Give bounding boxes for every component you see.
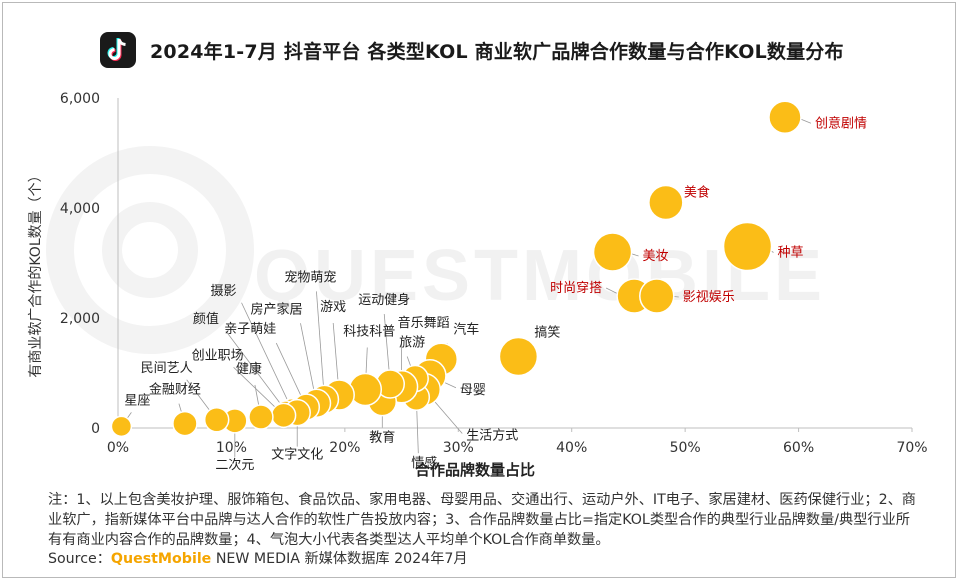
x-axis-title: 合作品牌数量占比 [414,461,535,479]
x-tick-label: 20% [329,440,360,456]
x-tick-label: 30% [443,440,474,456]
x-tick-label: 0% [107,440,129,456]
y-tick-label: 4,000 [60,201,100,217]
bubble-point [248,404,274,430]
bubble-label: 旅游 [399,336,425,351]
source-line: Source：QuestMobile NEW MEDIA 新媒体数据库 2024… [48,548,468,568]
y-tick-label: 0 [91,421,100,437]
bubble-label: 影视娱乐 [683,290,735,305]
bubble-label: 亲子萌娃 [224,322,276,337]
bubble-label: 文字文化 [271,448,323,463]
x-tick-label: 10% [216,440,247,456]
header: 2024年1-7月 抖音平台 各类型KOL 商业软广品牌合作数量与合作KOL数量… [100,30,844,70]
bubble-label: 情感 [411,455,437,471]
leader-line [241,302,292,409]
source-label: Source： [48,551,111,567]
bubble-point [348,372,383,407]
bubble-label: 汽车 [453,321,479,337]
bubble-point [592,232,633,272]
bubble-point [172,410,198,437]
bubble-point [203,407,230,433]
bubble-point [768,100,802,134]
chart-title: 2024年1-7月 抖音平台 各类型KOL 商业软广品牌合作数量与合作KOL数量… [150,40,844,63]
bubble-label: 美食 [684,185,710,201]
bubble-label: 创意剧情 [815,115,867,131]
bubble-label: 教育 [369,430,395,446]
bubble-point [648,184,684,221]
bubble-label: 宠物萌宠 [284,269,336,285]
bubble-label: 房产家居 [250,301,302,317]
x-tick-label: 70% [896,440,927,456]
bubble-label: 时尚穿搭 [550,280,602,296]
y-tick-label: 6,000 [60,91,100,107]
source-text: NEW MEDIA 新媒体数据库 2024年7月 [211,551,468,567]
bubble-point [270,402,297,429]
bubble-label: 母婴 [460,383,486,398]
x-tick-label: 60% [783,440,814,456]
bubble-label: 科技科普 [343,325,395,340]
y-tick-label: 2,000 [60,311,100,327]
bubble-point [498,336,539,377]
bubble-label: 摄影 [211,284,237,299]
x-tick-label: 50% [670,440,701,456]
footnote: 注：1、以上包含美妆护理、服饰箱包、食品饮品、家用电器、母婴用品、交通出行、运动… [48,492,916,548]
bubble-label: 民间艺人 [141,361,193,376]
watermark-logo-icon [46,146,254,354]
x-tick-label: 40% [556,440,587,456]
bubble-label: 运动健身 [358,292,410,308]
leader-line [225,330,287,412]
bubble-label: 美妆 [643,249,669,264]
bubble-label: 生活方式 [466,428,518,444]
bubble-label: 游戏 [320,300,346,315]
bubble-point [110,415,133,438]
tiktok-logo-icon [100,32,136,68]
source-brand: QuestMobile [110,551,212,567]
bubble-label: 搞笑 [534,325,560,341]
bubble-label: 二次元 [215,457,254,473]
bubble-label: 星座 [124,393,150,408]
leader-line [316,291,325,400]
bubble-label: 颜值 [193,311,219,327]
bubble-label: 金融财经 [149,382,201,398]
y-axis-title: 有商业软广合作的KOL数量（个） [28,168,44,377]
bubble-point [639,278,675,314]
bubble-label: 音乐舞蹈 [398,315,450,331]
bubble-point [722,221,773,272]
bubble-label: 种草 [778,246,804,261]
bubble-label: 创业职场 [192,348,244,363]
bubble-label: 健康 [236,361,262,377]
